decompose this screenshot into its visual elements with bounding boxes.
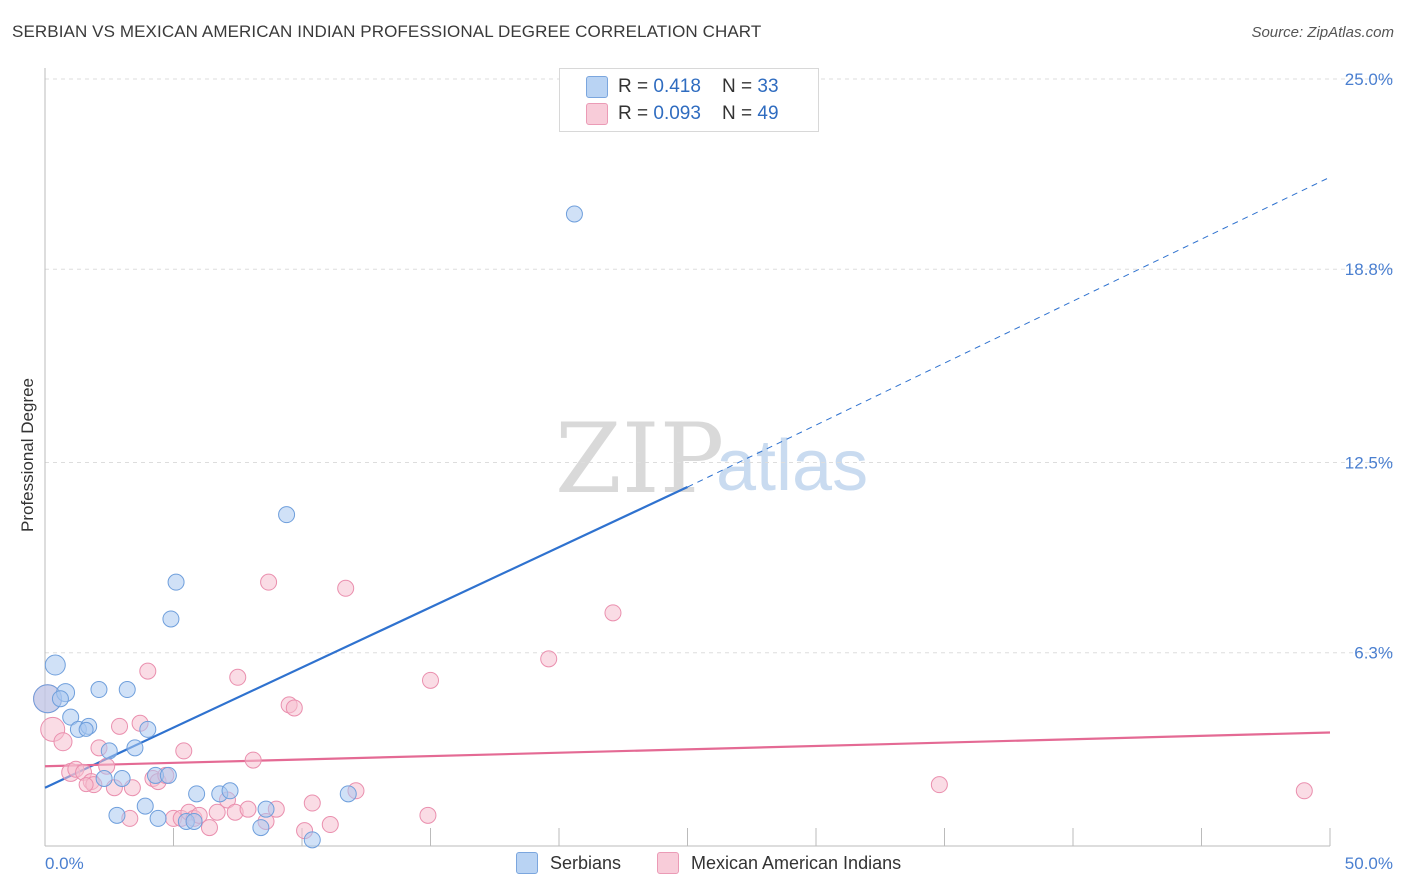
serbian-point	[278, 506, 296, 524]
y-tick-label: 12.5%	[1345, 454, 1393, 473]
legend-swatch-mexican	[657, 852, 679, 874]
serbian-point	[139, 720, 157, 738]
mexican-point	[200, 819, 218, 837]
gridlines	[45, 78, 1395, 654]
mexican-point	[419, 806, 437, 824]
legend-item-mexican: Mexican American Indians	[657, 852, 901, 874]
serbian-point	[188, 785, 206, 803]
mexican-point	[260, 573, 278, 591]
serbian-point	[113, 770, 131, 788]
mexican-point	[53, 732, 73, 752]
serbian-point	[149, 809, 167, 827]
serbian-trend-extension	[687, 176, 1331, 488]
serbian-point	[565, 205, 583, 223]
serbian-point	[303, 831, 321, 849]
serbian-point	[159, 766, 177, 784]
serbian-point	[51, 690, 69, 708]
mexican-point	[285, 699, 303, 717]
legend-n-value: 33	[757, 76, 779, 97]
legend-item-serbians: Serbians	[516, 852, 621, 874]
mexican-point	[1295, 782, 1313, 800]
legend-swatch-serbians	[516, 852, 538, 874]
legend-r-label: R =	[618, 103, 654, 124]
serbian-point	[62, 708, 80, 726]
serbian-point	[108, 806, 126, 824]
legend-n-label: N =	[722, 76, 758, 97]
y-tick-label: 18.8%	[1345, 260, 1393, 279]
mexican-point	[321, 816, 339, 834]
mexican-point	[540, 650, 558, 668]
serbian-point	[167, 573, 185, 591]
mexican-point	[139, 662, 157, 680]
legend-swatch-mexican	[586, 103, 608, 125]
tick-labels: 6.3% 12.5% 18.8% 25.0% 0.0% 50.0%	[45, 70, 1393, 873]
mexican-point	[208, 803, 226, 821]
serbian-point	[95, 770, 113, 788]
axes	[44, 68, 1331, 847]
mexican-point	[175, 742, 193, 760]
serbian-trend-line	[44, 486, 688, 789]
mexican-point	[303, 794, 321, 812]
serbian-point	[257, 800, 275, 818]
serbian-point	[44, 654, 66, 676]
mexican-trend-line	[44, 731, 1331, 768]
serbian-point	[126, 739, 144, 757]
serbian-point	[118, 681, 136, 699]
serbian-point	[252, 819, 270, 837]
x-tick-label: 50.0%	[1345, 854, 1393, 873]
mexican-point	[337, 579, 355, 597]
legend-swatch-serbians	[586, 76, 608, 98]
mexican-point	[239, 800, 257, 818]
mexican-point	[930, 776, 948, 794]
legend-r-label: R =	[618, 76, 654, 97]
serbian-point	[339, 785, 357, 803]
serbian-point	[136, 797, 154, 815]
mexican-point	[244, 751, 262, 769]
y-tick-label: 25.0%	[1345, 70, 1393, 89]
data-points	[33, 205, 1313, 849]
mexican-point	[604, 604, 622, 622]
serbian-point	[100, 742, 118, 760]
serbian-point	[221, 782, 239, 800]
mexican-point	[78, 777, 94, 793]
legend-n-value: 49	[757, 103, 779, 124]
legend-n-label: N =	[722, 103, 758, 124]
y-tick-label: 6.3%	[1354, 644, 1393, 663]
mexican-point	[422, 671, 439, 689]
mexican-point	[229, 668, 247, 686]
serbian-point	[90, 681, 108, 699]
correlation-legend: R = 0.418 N = 33 R = 0.093 N = 49	[559, 68, 819, 132]
mexican-point	[111, 717, 129, 735]
serbian-point	[162, 610, 180, 628]
source-label: Source: ZipAtlas.com	[1251, 24, 1394, 41]
legend-r-value: 0.093	[653, 103, 701, 124]
watermark-zip: ZIP	[555, 403, 724, 515]
serbian-point	[78, 721, 94, 737]
chart-title: SERBIAN VS MEXICAN AMERICAN INDIAN PROFE…	[12, 22, 762, 41]
legend-label-serbians: Serbians	[550, 852, 622, 873]
legend-label-mexican: Mexican American Indians	[691, 852, 902, 873]
watermark-atlas: atlas	[716, 426, 868, 506]
serbian-point	[185, 812, 203, 830]
series-legend: Serbians Mexican American Indians	[0, 852, 1406, 878]
x-tick-label: 0.0%	[45, 854, 84, 873]
legend-r-value: 0.418	[653, 76, 701, 97]
